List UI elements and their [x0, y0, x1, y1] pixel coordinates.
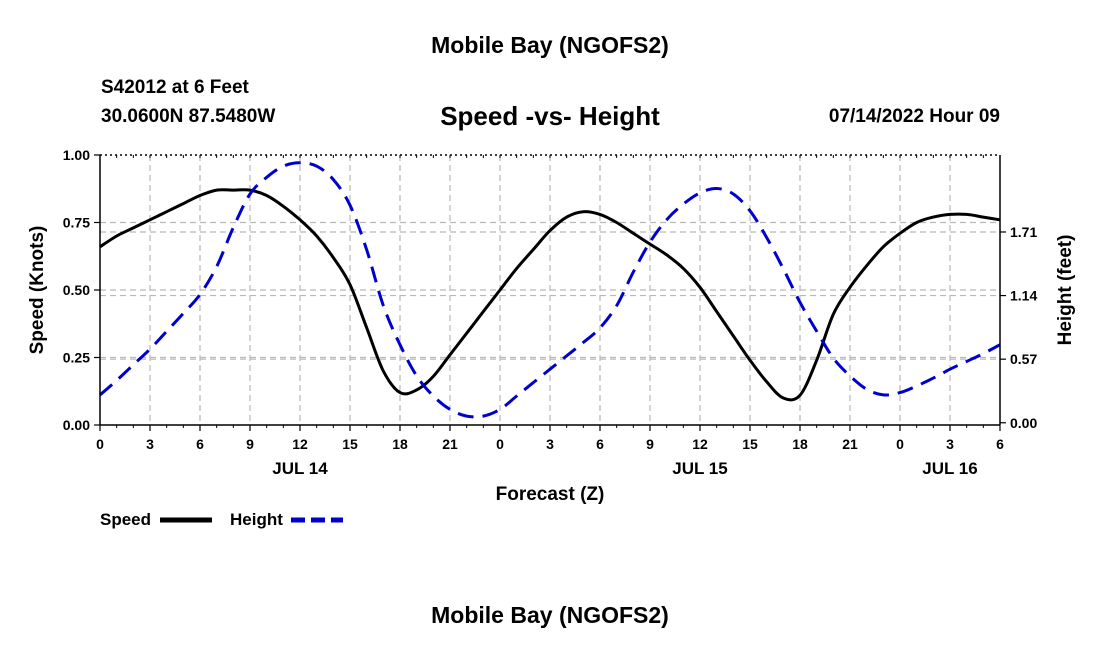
y-tick-label: 0.00 [63, 417, 90, 433]
station-coordinates: 30.0600N 87.5480W [101, 106, 276, 127]
x-tick-label: 12 [692, 436, 708, 452]
x-tick-label: 18 [792, 436, 808, 452]
y2-tick-label: 0.57 [1010, 351, 1037, 367]
speed-height-chart: 0 3 6 9 12 15 18 21 0 3 6 9 12 15 18 21 0 3 6 0.00 0.25 0.50 0… [27, 147, 1076, 529]
x-tick-label: 6 [596, 436, 604, 452]
legend: Speed Height [100, 510, 343, 529]
x-tick-label: 0 [96, 436, 104, 452]
legend-label-height: Height [230, 510, 283, 529]
y2-axis-label: Height (feet) [1055, 235, 1076, 346]
date-label: JUL 15 [672, 459, 727, 478]
series-lines [99, 161, 1001, 419]
footer-title: Mobile Bay (NGOFS2) [431, 602, 669, 628]
date-label: JUL 16 [922, 459, 977, 478]
x-tick-label: 6 [996, 436, 1004, 452]
chart-title: Mobile Bay (NGOFS2) [431, 32, 669, 58]
x-tick-label: 0 [496, 436, 504, 452]
y-tick-label: 1.00 [63, 147, 90, 163]
x-tick-label: 9 [646, 436, 654, 452]
y2-tick-label: 1.71 [1010, 224, 1037, 240]
y-tick-label: 0.75 [63, 215, 90, 231]
x-tick-label: 9 [246, 436, 254, 452]
legend-label-speed: Speed [100, 510, 151, 529]
x-tick-label: 6 [196, 436, 204, 452]
x-tick-label: 21 [842, 436, 858, 452]
y-axis-label: Speed (Knots) [27, 226, 48, 355]
grid-lines [100, 155, 1000, 425]
series-line-height [99, 161, 1001, 419]
y-tick-label: 0.25 [63, 350, 90, 366]
x-tick-label: 18 [392, 436, 408, 452]
x-tick-label: 3 [546, 436, 554, 452]
x-tick-label: 21 [442, 436, 458, 452]
x-tick-label: 0 [896, 436, 904, 452]
chart-subtitle: Speed -vs- Height [440, 101, 660, 131]
y2-tick-label: 1.14 [1010, 288, 1037, 304]
series-line-speed [99, 188, 1001, 402]
x-axis-label: Forecast (Z) [496, 484, 605, 505]
y2-tick-label: 0.00 [1010, 415, 1037, 431]
x-tick-label: 15 [742, 436, 758, 452]
station-label: S42012 at 6 Feet [101, 77, 249, 98]
y-tick-label: 0.50 [63, 282, 90, 298]
forecast-timestamp: 07/14/2022 Hour 09 [828, 106, 1000, 127]
x-tick-label: 3 [146, 436, 154, 452]
x-tick-label: 12 [292, 436, 308, 452]
date-label: JUL 14 [272, 459, 328, 478]
tick-labels: 0 3 6 9 12 15 18 21 0 3 6 9 12 15 18 21 0 3 6 0.00 0.25 0.50 0… [63, 147, 1038, 478]
x-tick-label: 3 [946, 436, 954, 452]
x-tick-label: 15 [342, 436, 358, 452]
axes [94, 154, 1006, 431]
